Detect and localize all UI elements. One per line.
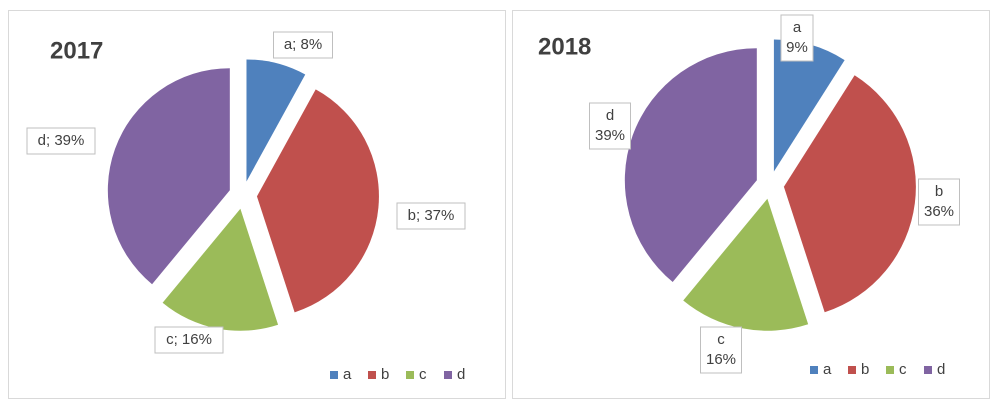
legend-label: d	[937, 361, 945, 378]
legend-swatch	[406, 371, 414, 379]
data-label-box	[396, 202, 466, 230]
data-label: b; 37%	[408, 207, 455, 224]
data-label-box	[780, 14, 814, 62]
legend-swatch	[444, 371, 452, 379]
data-label: d 39%	[595, 107, 625, 144]
data-label: b 36%	[924, 183, 954, 220]
pie-slice	[773, 39, 845, 172]
pie-slice	[683, 198, 809, 331]
pie-slice	[162, 208, 279, 331]
pie-slice	[256, 89, 379, 313]
legend-label: a	[823, 361, 832, 378]
legend-label: a	[343, 366, 352, 383]
data-label-box	[918, 178, 960, 226]
legend-swatch	[924, 366, 932, 374]
legend-label: c	[899, 361, 907, 378]
data-label: a 9%	[786, 19, 808, 56]
chart-title: 2017	[50, 37, 103, 64]
data-label: a; 8%	[284, 36, 322, 53]
legend-swatch	[848, 366, 856, 374]
legend-swatch	[368, 371, 376, 379]
legend-label: d	[457, 366, 465, 383]
pie-slice	[783, 75, 916, 313]
legend-swatch	[330, 371, 338, 379]
data-label-box	[273, 31, 333, 59]
data-label-box	[589, 102, 631, 150]
legend-label: b	[861, 361, 869, 378]
data-label-box	[154, 326, 224, 354]
legend-swatch	[886, 366, 894, 374]
data-label: d; 39%	[38, 132, 85, 149]
data-label-box	[700, 326, 742, 374]
data-label-box	[26, 127, 96, 155]
data-label: c; 16%	[166, 331, 212, 348]
pie-slice	[107, 68, 230, 285]
data-label: c 16%	[706, 331, 736, 368]
legend-swatch	[810, 366, 818, 374]
legend-label: b	[381, 366, 389, 383]
legend-label: c	[419, 366, 427, 383]
pie-slice	[246, 59, 306, 182]
chart-title: 2018	[538, 33, 591, 60]
pie-slice	[624, 48, 757, 282]
